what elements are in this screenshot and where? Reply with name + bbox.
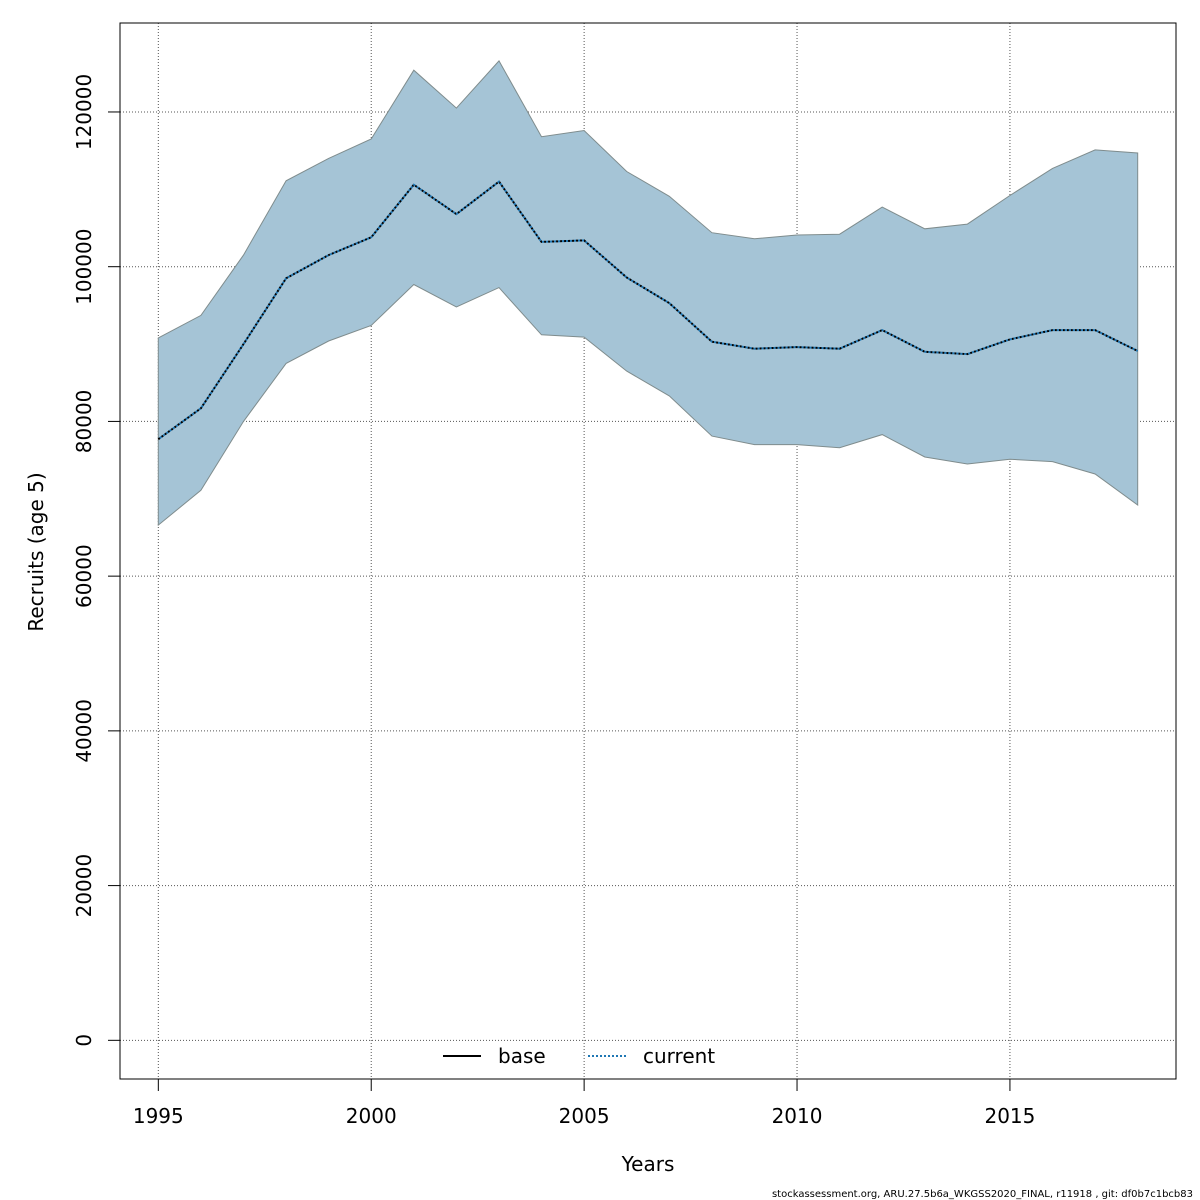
y-tick-label: 120000 bbox=[72, 74, 96, 150]
confidence-band bbox=[157, 60, 1139, 527]
y-tick-label: 20000 bbox=[72, 854, 96, 918]
x-tick-label: 2005 bbox=[559, 1104, 610, 1128]
x-axis-title: Years bbox=[621, 1152, 675, 1176]
y-tick-label: 0 bbox=[72, 1034, 96, 1047]
y-axis-title: Recruits (age 5) bbox=[24, 472, 48, 631]
series-line-base bbox=[157, 180, 1139, 441]
grid-lines bbox=[120, 23, 1176, 1079]
x-tick-label: 2000 bbox=[346, 1104, 397, 1128]
x-tick-label: 2010 bbox=[772, 1104, 823, 1128]
x-axis: 1995 2000 2005 2010 2015 bbox=[133, 1078, 1035, 1128]
footer-credit: stockassessment.org, ARU.27.5b6a_WKGSS20… bbox=[772, 1189, 1193, 1200]
y-tick-label: 80000 bbox=[72, 390, 96, 454]
x-tick-label: 2015 bbox=[984, 1104, 1035, 1128]
legend: base current bbox=[443, 1044, 715, 1068]
legend-label-current: current bbox=[643, 1044, 715, 1068]
legend-label-base: base bbox=[498, 1044, 546, 1068]
y-tick-label: 40000 bbox=[72, 699, 96, 763]
x-tick-label: 1995 bbox=[133, 1104, 184, 1128]
plot-frame bbox=[119, 22, 1177, 1080]
y-tick-label: 60000 bbox=[72, 544, 96, 608]
y-tick-label: 100000 bbox=[72, 229, 96, 305]
y-axis: 0 20000 40000 60000 80000 100000 120000 bbox=[72, 74, 121, 1047]
